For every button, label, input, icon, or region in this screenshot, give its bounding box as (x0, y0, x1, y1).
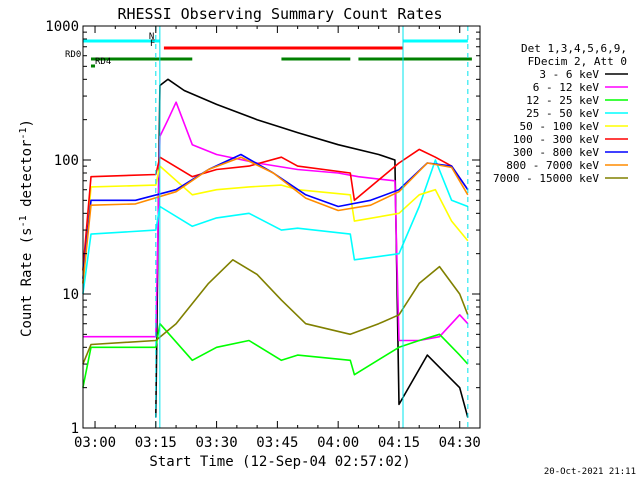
legend-header-0: Det 1,3,4,5,6,9, (521, 42, 627, 55)
y-axis-label-close: ) (19, 119, 35, 127)
y-tick-label-0: 1 (71, 421, 79, 437)
x-tick-label-0: 03:00 (74, 435, 116, 451)
x-axis-ticks: 03:00 03:15 03:30 03:45 04:00 04:15 04:30 (74, 26, 481, 451)
x-tick-label-4: 04:00 (317, 435, 359, 451)
y-tick-label-3: 1000 (45, 19, 79, 35)
vertical-markers (155, 26, 469, 428)
x-tick-label-1: 03:15 (135, 435, 177, 451)
series-line-4 (82, 165, 469, 284)
x-tick-label-3: 03:45 (256, 435, 298, 451)
y-axis-label-superscript-2: -1 (18, 127, 29, 139)
y-axis-label-superscript: -1 (18, 215, 29, 227)
legend-entry-4: 50 - 100 keV (520, 120, 600, 133)
legend-entry-0: 3 - 6 keV (539, 68, 599, 81)
footer-date: 20-Oct-2021 21:11 (544, 467, 636, 477)
y-axis-label-tail: detector (19, 140, 35, 216)
series-line-5 (82, 148, 469, 271)
series-line-2 (82, 322, 469, 388)
flag-label-n: N (149, 32, 154, 42)
flag-label-f: F (150, 39, 155, 49)
flag-label-rd0: RD0 (65, 50, 81, 60)
flag-label-rd4: RD4 (95, 57, 111, 67)
series-line-3 (82, 159, 469, 295)
legend-entry-1: 6 - 12 keV (533, 81, 600, 94)
legend-entry-3: 25 - 50 keV (526, 107, 599, 120)
x-tick-label-6: 04:30 (439, 435, 481, 451)
legend: Det 1,3,4,5,6,9,FDecim 2, Att 03 - 6 keV… (493, 42, 628, 185)
y-axis-label: Count Rate (s-1 detector-1) (18, 119, 35, 337)
plot-frame (82, 25, 481, 429)
y-tick-label-1: 10 (62, 287, 79, 303)
flag-bars: NF RD0 RD4 (65, 32, 472, 68)
series-lines (82, 78, 469, 418)
chart-title: RHESSI Observing Summary Count Rates (117, 5, 442, 23)
legend-entry-5: 100 - 300 keV (513, 133, 599, 146)
series-line-7 (82, 156, 469, 284)
legend-entry-8: 7000 - 15000 keV (493, 172, 599, 185)
x-tick-label-5: 04:15 (378, 435, 420, 451)
legend-entry-2: 12 - 25 keV (526, 94, 599, 107)
series-line-0 (155, 78, 469, 418)
y-tick-label-2: 100 (54, 153, 79, 169)
y-axis-ticks: 1 10 100 1000 (45, 19, 480, 437)
x-tick-label-2: 03:30 (196, 435, 238, 451)
x-axis-label: Start Time (12-Sep-04 02:57:02) (149, 454, 410, 470)
legend-header-1: FDecim 2, Att 0 (528, 55, 627, 68)
series-line-8 (82, 259, 469, 365)
legend-entry-7: 800 - 7000 keV (506, 159, 599, 172)
legend-entry-6: 300 - 800 keV (513, 146, 599, 159)
y-axis-label-main: Count Rate (s (19, 227, 35, 337)
